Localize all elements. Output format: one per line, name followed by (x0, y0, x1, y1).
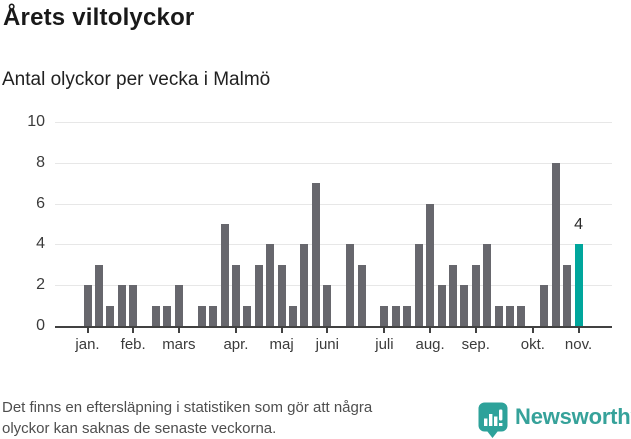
bar-week (517, 305, 526, 326)
bar-week (300, 244, 309, 326)
bar-week (323, 285, 332, 326)
y-tick-label-4: 4 (36, 235, 45, 253)
bar-week (311, 183, 320, 326)
bar-week (106, 305, 115, 326)
bar-week (494, 305, 503, 326)
x-tick-juni (326, 328, 329, 333)
x-tick-aug. (429, 328, 432, 333)
bar-week (437, 285, 446, 326)
x-tick-label-mars: mars (162, 336, 196, 353)
x-tick-label-nov.: nov. (564, 336, 593, 353)
bar-week (289, 305, 298, 326)
y-tick-label-6: 6 (36, 194, 45, 212)
newsworthy-logo: Newsworthy (478, 402, 631, 438)
bar-week (471, 264, 480, 326)
bar-week (380, 305, 389, 326)
y-tick-label-2: 2 (36, 276, 45, 294)
x-tick-label-apr.: apr. (223, 336, 249, 353)
chart-subtitle: Antal olyckor per vecka i Malmö (2, 69, 271, 90)
gridline-2 (55, 285, 612, 287)
bar-week (426, 203, 435, 326)
bar-week (540, 285, 549, 326)
y-tick-label-8: 8 (36, 153, 45, 171)
bar-week (266, 244, 275, 326)
gridline-6 (55, 203, 612, 205)
x-tick-feb. (132, 328, 135, 333)
bar-week (460, 285, 469, 326)
x-tick-okt. (531, 328, 534, 333)
page-title: Årets viltolyckor (3, 4, 195, 31)
x-tick-label-okt.: okt. (520, 336, 545, 353)
x-tick-label-feb.: feb. (120, 336, 146, 353)
bar-week (391, 305, 400, 326)
x-tick-juli (383, 328, 386, 333)
y-tick-label-10: 10 (27, 113, 45, 130)
bar-week (231, 264, 240, 326)
bar-chart-bubble-icon (478, 402, 508, 438)
bar-week (357, 264, 366, 326)
bar-week (209, 305, 218, 326)
x-tick-label-juni: juni (315, 336, 339, 353)
bar-week (94, 264, 103, 326)
x-tick-label-sep.: sep. (461, 336, 490, 353)
bar-week (403, 305, 412, 326)
bar-week (152, 305, 161, 326)
bar-week (448, 264, 457, 326)
x-tick-mars (177, 328, 180, 333)
gridline-10 (55, 122, 612, 123)
bar-week (220, 224, 229, 326)
bar-highlight-week (574, 244, 583, 326)
bar-week (506, 305, 515, 326)
x-tick-nov. (577, 328, 580, 333)
x-tick-label-maj: maj (269, 336, 294, 353)
bar-week (551, 162, 560, 326)
x-tick-label-juli: juli (375, 336, 394, 353)
bar-week (163, 305, 172, 326)
bar-week (174, 285, 183, 326)
bar-week (243, 305, 252, 326)
x-tick-apr. (234, 328, 237, 333)
footnote-line1: Det finns en eftersläpning i statistiken… (2, 399, 373, 416)
brand-name: Newsworthy (515, 404, 631, 429)
bar-week (414, 244, 423, 326)
bar-week (483, 244, 492, 326)
y-tick-label-0: 0 (36, 317, 45, 334)
bar-week (277, 264, 286, 326)
x-tick-jan. (86, 328, 89, 333)
plot-area: 4 (55, 122, 612, 328)
footnote-line2: olyckor kan saknas de senaste veckorna. (2, 419, 277, 437)
x-tick-maj (280, 328, 283, 333)
bar-week (197, 305, 206, 326)
bar-week (83, 285, 92, 326)
x-tick-sep. (474, 328, 477, 333)
footnote: Det finns en eftersläpning i statistiken… (2, 398, 372, 439)
bar-week (346, 244, 355, 326)
bar-week (117, 285, 126, 326)
highlight-value-label: 4 (574, 216, 583, 234)
bar-week (563, 264, 572, 326)
x-tick-label-aug.: aug. (415, 336, 445, 353)
gridline-8 (55, 162, 612, 164)
gridline-4 (55, 244, 612, 246)
bar-week (129, 285, 138, 326)
x-tick-label-jan.: jan. (75, 336, 100, 353)
bar-week (254, 264, 263, 326)
